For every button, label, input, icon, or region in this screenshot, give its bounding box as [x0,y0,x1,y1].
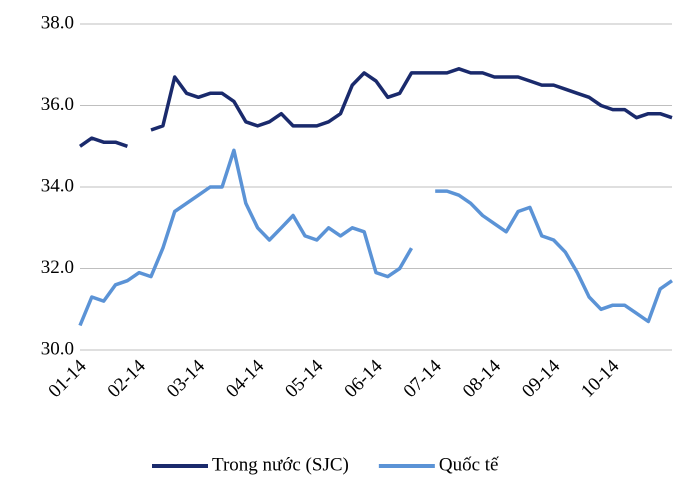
legend-label: Trong nước (SJC) [212,454,349,475]
x-tick-label: 05-14 [281,355,328,402]
x-tick-label: 06-14 [340,355,387,402]
y-tick-label: 38.0 [41,12,74,33]
x-tick-label: 07-14 [400,355,447,402]
x-tick-label: 09-14 [518,355,565,402]
x-tick-label: 02-14 [104,355,151,402]
y-tick-label: 32.0 [41,257,74,278]
x-tick-label: 08-14 [459,355,506,402]
legend-label: Quốc tế [439,454,499,475]
x-tick-label: 01-14 [44,355,91,402]
series-line [79,67,673,148]
x-tick-label: 03-14 [163,355,210,402]
y-tick-label: 30.0 [41,338,74,359]
y-tick-label: 34.0 [41,175,74,196]
y-tick-label: 36.0 [41,94,74,115]
x-tick-label: 10-14 [577,355,624,402]
x-tick-label: 04-14 [222,355,269,402]
series-line [78,148,673,327]
